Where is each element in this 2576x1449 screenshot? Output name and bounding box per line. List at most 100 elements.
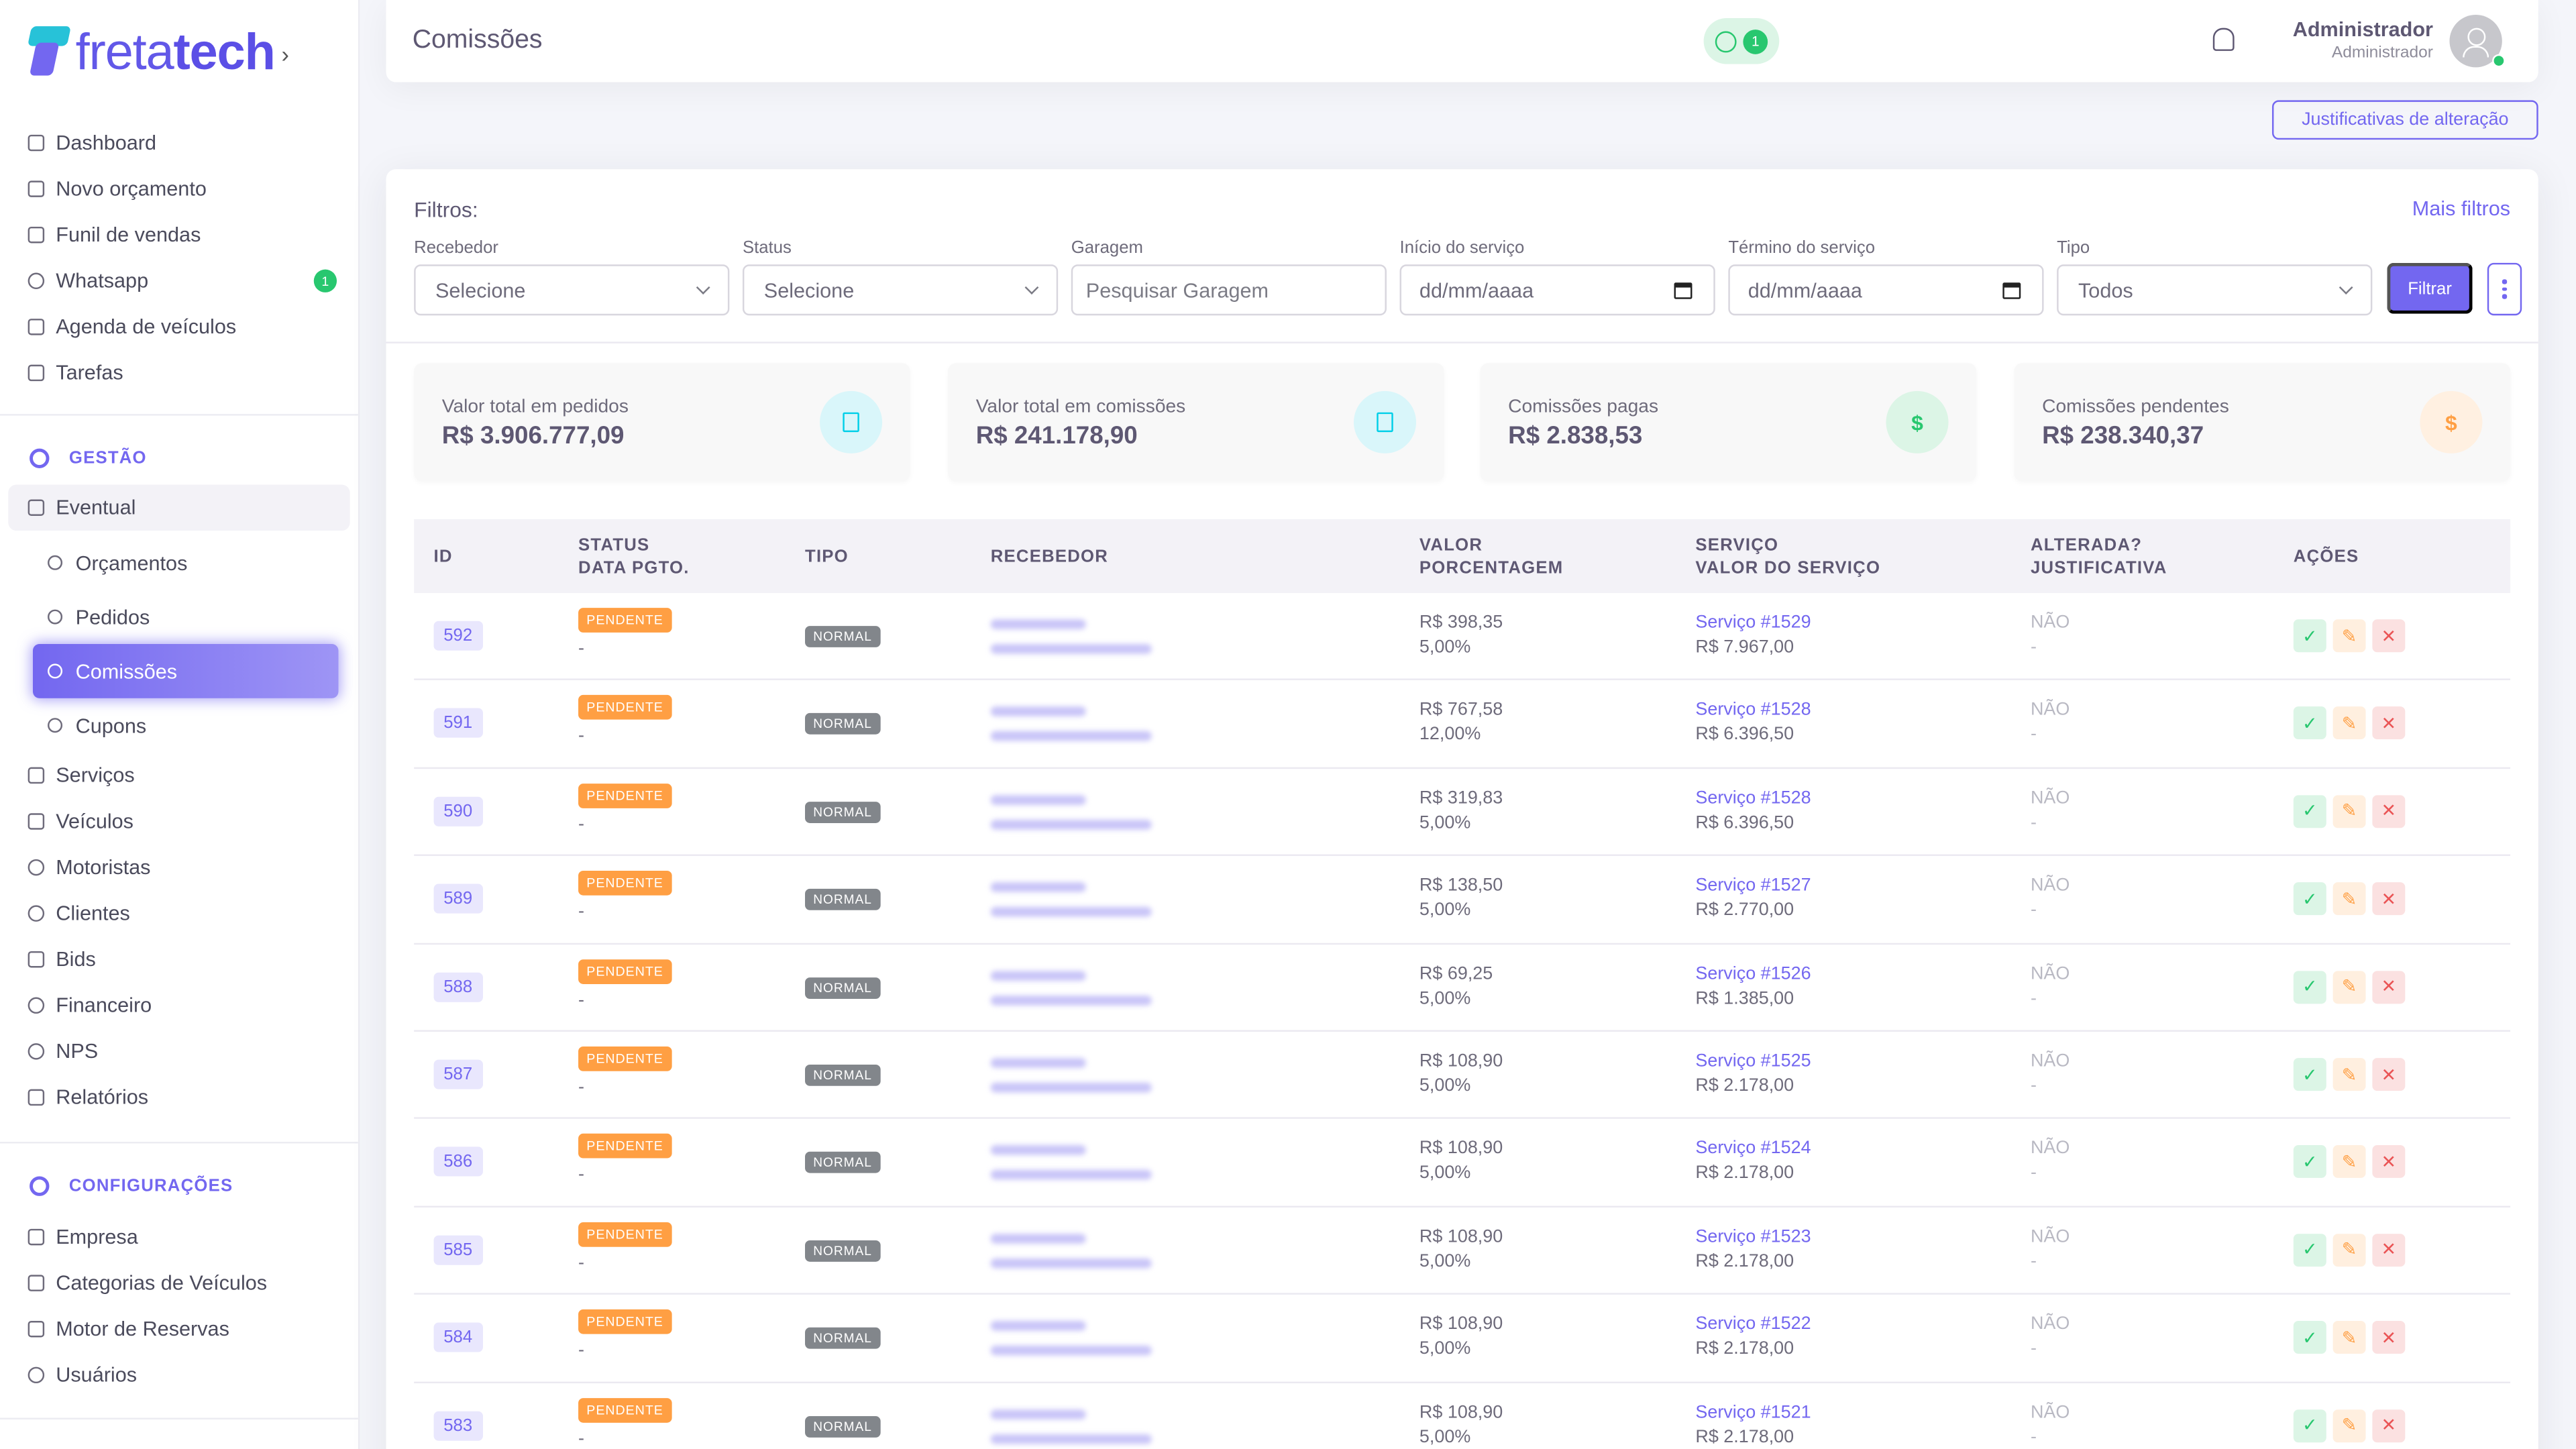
id-badge[interactable]: 591 (433, 708, 482, 739)
id-badge[interactable]: 583 (433, 1410, 482, 1440)
status-select[interactable]: Selecione (742, 264, 1059, 316)
sidebar-item-financeiro[interactable]: Financeiro (0, 983, 358, 1029)
delete-button[interactable]: ✕ (2372, 1058, 2406, 1091)
servico-link[interactable]: Serviço #1522 (1695, 1314, 1811, 1335)
sidebar-group-eventual[interactable]: Eventual (8, 484, 350, 531)
id-badge[interactable]: 584 (433, 1322, 482, 1352)
sidebar-item-funil-de-vendas[interactable]: Funil de vendas (0, 212, 358, 258)
sidebar-item-veiculos[interactable]: Veículos (0, 798, 358, 845)
bell-icon[interactable] (2212, 28, 2235, 51)
termino-servico-date-input[interactable]: dd/mm/aaaa (1728, 264, 2044, 316)
servico-link[interactable]: Serviço #1528 (1695, 700, 1811, 720)
th-valor[interactable]: VALOR PORCENTAGEM (1419, 535, 1564, 579)
sidebar-item-relatorios[interactable]: Relatórios (0, 1075, 358, 1121)
th-recebedor[interactable]: RECEBEDOR (990, 547, 1109, 567)
table-row[interactable]: 586 PENDENTE - NORMAL R$ 108,90 5,00% Serviço … (414, 1120, 2511, 1208)
recebedor-name-redacted[interactable] (990, 619, 1086, 629)
id-badge[interactable]: 590 (433, 796, 482, 826)
sidebar-item-categorias-de-veiculos[interactable]: Categorias de Veículos (0, 1260, 358, 1306)
user-name[interactable]: Administrador (2292, 17, 2433, 42)
sidebar-item-nps[interactable]: NPS (0, 1028, 358, 1075)
approve-button[interactable]: ✓ (2293, 970, 2326, 1004)
filtrar-button[interactable]: Filtrar (2387, 262, 2473, 314)
collapse-chevron-icon[interactable]: › (281, 41, 289, 68)
servico-link[interactable]: Serviço #1523 (1695, 1226, 1811, 1247)
approve-button[interactable]: ✓ (2293, 1321, 2326, 1354)
th-status[interactable]: STATUS DATA PGTO. (578, 535, 690, 579)
recebedor-name-redacted[interactable] (990, 1409, 1086, 1419)
inicio-servico-date-input[interactable]: dd/mm/aaaa (1399, 264, 1715, 316)
table-row[interactable]: 591 PENDENTE - NORMAL R$ 767,58 12,00% Serviço… (414, 681, 2511, 769)
table-row[interactable]: 587 PENDENTE - NORMAL R$ 108,90 5,00% Serviço … (414, 1032, 2511, 1120)
th-servico[interactable]: SERVIÇO VALOR DO SERVIÇO (1695, 535, 1881, 579)
approve-button[interactable]: ✓ (2293, 794, 2326, 828)
servico-link[interactable]: Serviço #1526 (1695, 963, 1811, 983)
recebedor-name-redacted[interactable] (990, 882, 1086, 893)
justificativas-button[interactable]: Justificativas de alteração (2271, 100, 2538, 140)
sidebar-item-usuarios[interactable]: Usuários (0, 1352, 358, 1399)
edit-button[interactable]: ✎ (2332, 1233, 2366, 1267)
servico-link[interactable]: Serviço #1529 (1695, 612, 1811, 633)
sidebar-item-novo-orcamento[interactable]: Novo orçamento (0, 166, 358, 212)
table-row[interactable]: 590 PENDENTE - NORMAL R$ 319,83 5,00% Serviço … (414, 769, 2511, 857)
approve-button[interactable]: ✓ (2293, 619, 2326, 653)
table-row[interactable]: 585 PENDENTE - NORMAL R$ 108,90 5,00% Serviço … (414, 1208, 2511, 1295)
id-badge[interactable]: 587 (433, 1059, 482, 1089)
table-row[interactable]: 584 PENDENTE - NORMAL R$ 108,90 5,00% Serviço … (414, 1295, 2511, 1383)
recebedor-select[interactable]: Selecione (414, 264, 730, 316)
table-row[interactable]: 589 PENDENTE - NORMAL R$ 138,50 5,00% Serviço … (414, 856, 2511, 945)
approve-button[interactable]: ✓ (2293, 1058, 2326, 1091)
th-tipo[interactable]: TIPO (805, 547, 849, 567)
id-badge[interactable]: 586 (433, 1147, 482, 1177)
approve-button[interactable]: ✓ (2293, 1233, 2326, 1267)
sidebar-subitem-pedidos[interactable]: Pedidos (0, 590, 358, 644)
th-id[interactable]: ID (433, 547, 453, 567)
sidebar-item-servicos[interactable]: Serviços (0, 753, 358, 799)
id-badge[interactable]: 589 (433, 884, 482, 914)
edit-button[interactable]: ✎ (2332, 1145, 2366, 1179)
table-row[interactable]: 588 PENDENTE - NORMAL R$ 69,25 5,00% Serviço #… (414, 944, 2511, 1032)
calendar-icon[interactable] (1674, 282, 1693, 299)
servico-link[interactable]: Serviço #1521 (1695, 1402, 1811, 1422)
servico-link[interactable]: Serviço #1524 (1695, 1139, 1811, 1159)
delete-button[interactable]: ✕ (2372, 619, 2406, 653)
delete-button[interactable]: ✕ (2372, 707, 2406, 741)
delete-button[interactable]: ✕ (2372, 1233, 2406, 1267)
servico-link[interactable]: Serviço #1528 (1695, 788, 1811, 808)
sidebar-item-clientes[interactable]: Clientes (0, 890, 358, 936)
delete-button[interactable]: ✕ (2372, 1409, 2406, 1442)
tipo-select[interactable]: Todos (2057, 264, 2373, 316)
table-row[interactable]: 583 PENDENTE - NORMAL R$ 108,90 5,00% Serviço … (414, 1383, 2510, 1449)
recebedor-name-redacted[interactable] (990, 794, 1086, 805)
recebedor-name-redacted[interactable] (990, 1233, 1086, 1244)
id-badge[interactable]: 588 (433, 971, 482, 1002)
whatsapp-button[interactable]: 1 (1703, 17, 1780, 64)
servico-link[interactable]: Serviço #1525 (1695, 1051, 1811, 1071)
sidebar-item-agenda-de-veiculos[interactable]: Agenda de veículos (0, 304, 358, 350)
delete-button[interactable]: ✕ (2372, 1145, 2406, 1179)
more-filters-link[interactable]: Mais filtros (2412, 197, 2511, 221)
delete-button[interactable]: ✕ (2372, 970, 2406, 1004)
approve-button[interactable]: ✓ (2293, 1409, 2326, 1442)
edit-button[interactable]: ✎ (2332, 970, 2366, 1004)
approve-button[interactable]: ✓ (2293, 882, 2326, 916)
recebedor-name-redacted[interactable] (990, 1058, 1086, 1068)
recebedor-name-redacted[interactable] (990, 707, 1086, 717)
approve-button[interactable]: ✓ (2293, 1145, 2326, 1179)
edit-button[interactable]: ✎ (2332, 882, 2366, 916)
approve-button[interactable]: ✓ (2293, 707, 2326, 741)
id-badge[interactable]: 585 (433, 1235, 482, 1265)
delete-button[interactable]: ✕ (2372, 794, 2406, 828)
sidebar-item-empresa[interactable]: Empresa (0, 1214, 358, 1260)
id-badge[interactable]: 592 (433, 621, 482, 651)
avatar[interactable] (2449, 15, 2502, 68)
garagem-search-input[interactable]: Pesquisar Garagem (1071, 264, 1387, 316)
table-row[interactable]: 592 PENDENTE - NORMAL R$ 398,35 5,00% Serviço … (414, 593, 2511, 681)
servico-link[interactable]: Serviço #1527 (1695, 875, 1811, 896)
more-options-button[interactable] (2487, 262, 2522, 316)
sidebar-subitem-cupons[interactable]: Cupons (0, 698, 358, 753)
recebedor-name-redacted[interactable] (990, 1145, 1086, 1156)
sidebar-item-tarefas[interactable]: Tarefas (0, 350, 358, 396)
edit-button[interactable]: ✎ (2332, 794, 2366, 828)
calendar-icon[interactable] (2002, 282, 2021, 299)
